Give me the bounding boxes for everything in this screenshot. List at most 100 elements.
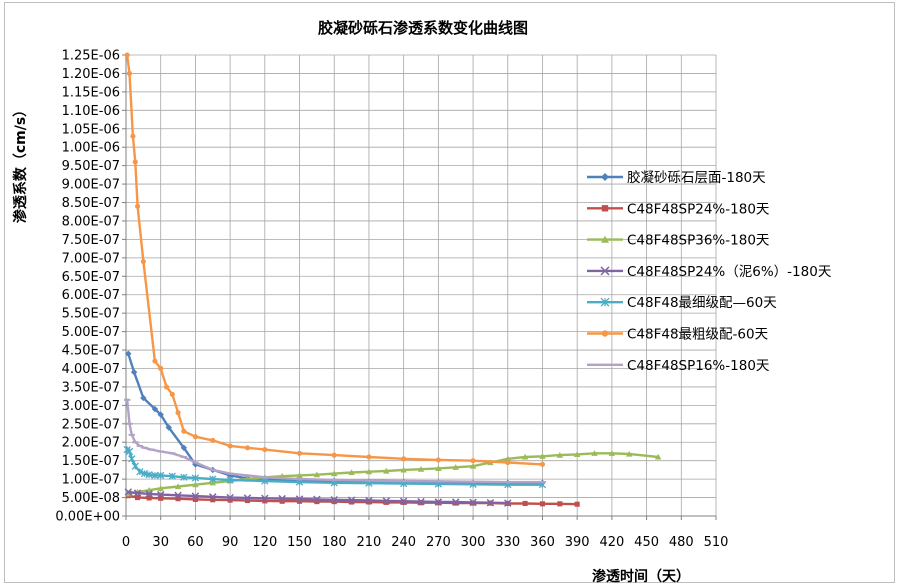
data-point-x <box>209 493 217 501</box>
series-5 <box>124 52 546 467</box>
y-tick-label: 1.25E-06 <box>62 49 120 64</box>
data-point-square <box>557 501 563 507</box>
data-point-x <box>417 497 425 506</box>
series-layer <box>123 52 662 507</box>
data-point-triangle <box>556 451 564 458</box>
chart-frame: 胶凝砂砾石渗透系数变化曲线图 0.00E+00 5.00E-08 1.00E-07 1… <box>4 2 895 585</box>
y-tick-label: 1.00E-06 <box>62 141 120 156</box>
y-tick-label: 2.00E-07 <box>62 436 120 451</box>
data-point-triangle <box>192 481 199 488</box>
data-point-triangle <box>157 485 164 491</box>
legend-label: C48F48SP16%-180天 <box>627 358 770 374</box>
data-point-triangle <box>521 453 529 460</box>
data-point-circle <box>140 258 146 265</box>
y-tick-label: 6.50E-07 <box>62 270 120 285</box>
data-point-square <box>210 497 216 503</box>
data-point-x <box>434 498 443 506</box>
data-point-square <box>262 498 268 504</box>
data-point-triangle <box>539 453 546 459</box>
data-point-x <box>295 495 304 503</box>
data-point-triangle <box>174 483 182 490</box>
data-point-square <box>349 499 355 505</box>
y-tick-label: 5.50E-07 <box>62 307 120 322</box>
data-point-star <box>128 455 136 463</box>
data-point-circle <box>539 461 546 467</box>
data-point-star <box>600 297 610 307</box>
data-point-diamond <box>151 405 159 413</box>
y-tick-label: 1.10E-06 <box>62 104 120 119</box>
data-point-triangle <box>654 453 662 460</box>
legend-label: C48F48最粗级配-60天 <box>627 327 769 343</box>
data-point-triangle <box>601 235 609 243</box>
data-point-x <box>451 498 460 506</box>
data-point-circle <box>601 330 609 337</box>
data-point-star <box>261 477 269 485</box>
x-tick-label: 390 <box>565 535 590 550</box>
data-point-diamond <box>601 173 609 181</box>
data-point-star <box>209 475 217 483</box>
data-point-diamond <box>165 424 173 431</box>
data-point-star <box>145 471 153 479</box>
data-point-star <box>180 473 188 481</box>
x-tick-label: 0 <box>122 535 130 550</box>
data-point-triangle <box>125 490 132 497</box>
data-point-x <box>261 494 269 503</box>
x-tick-label: 240 <box>391 535 416 550</box>
data-point-x <box>486 498 495 507</box>
y-axis-label: 渗透系数（cm/s） <box>12 103 29 223</box>
data-point-square <box>158 495 164 501</box>
legend-item-3: C48F48SP24%（泥6%）-180天 <box>587 264 832 280</box>
data-point-square <box>314 499 320 505</box>
series-line <box>127 490 509 505</box>
data-point-x <box>399 497 408 505</box>
data-point-x <box>600 266 610 276</box>
data-point-square <box>522 500 528 507</box>
chart-title: 胶凝砂砾石渗透系数变化曲线图 <box>318 19 528 37</box>
x-tick-label: 480 <box>669 535 694 550</box>
legend-item-1: C48F48SP24%-180天 <box>587 201 770 217</box>
data-point-star <box>125 447 134 456</box>
y-tick-label: 1.15E-06 <box>62 85 120 100</box>
data-point-triangle <box>573 451 581 457</box>
y-tick-label: 1.00E-07 <box>62 473 120 488</box>
data-point-circle <box>124 52 130 58</box>
x-tick-label: 450 <box>634 535 659 550</box>
data-point-star <box>157 471 165 480</box>
data-point-star <box>226 476 234 484</box>
data-point-star <box>191 474 200 482</box>
data-point-circle <box>470 458 476 464</box>
data-point-triangle <box>591 450 598 456</box>
data-point-circle <box>227 443 233 449</box>
x-tick-label: 300 <box>461 535 486 550</box>
data-point-x <box>278 494 286 503</box>
data-point-circle <box>401 456 407 462</box>
data-point-circle <box>366 454 372 460</box>
data-point-triangle <box>504 455 511 462</box>
x-tick-label: 330 <box>495 535 520 550</box>
data-point-x <box>504 499 512 507</box>
y-tick-label: 8.00E-07 <box>62 214 120 229</box>
data-point-circle <box>175 410 181 416</box>
data-point-diamond <box>226 472 234 479</box>
data-point-x <box>365 496 373 505</box>
x-tick-label: 30 <box>152 535 169 550</box>
series-2 <box>125 450 662 497</box>
data-point-triangle <box>331 470 338 477</box>
data-point-x <box>124 488 133 496</box>
data-point-diamond <box>157 411 164 418</box>
data-point-circle <box>192 434 198 440</box>
data-point-triangle <box>400 466 407 473</box>
data-point-circle <box>331 452 337 458</box>
data-point-circle <box>130 133 136 139</box>
legend-label: C48F48SP36%-180天 <box>627 233 770 249</box>
x-tick-label: 120 <box>252 535 277 550</box>
data-point-triangle <box>469 463 477 469</box>
y-tick-label: 4.50E-07 <box>62 344 120 359</box>
series-line <box>125 53 544 466</box>
series-line <box>125 398 544 484</box>
x-tick-label: 510 <box>704 535 729 550</box>
data-point-triangle <box>383 467 390 474</box>
y-tick-label: 1.50E-07 <box>62 454 120 469</box>
data-point-x <box>145 490 153 498</box>
legend-label: C48F48SP24%（泥6%）-180天 <box>627 264 832 280</box>
